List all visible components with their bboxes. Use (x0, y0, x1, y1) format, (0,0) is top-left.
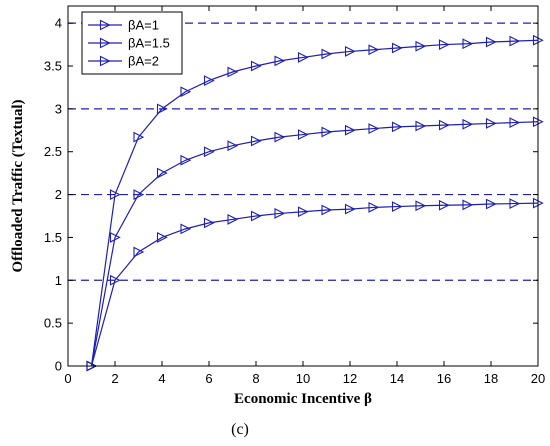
data-point (415, 200, 427, 212)
data-point (344, 124, 356, 136)
x-tick-label: 10 (296, 371, 310, 386)
data-point (391, 201, 403, 212)
tick-labels: 0 2 4 6 8 10 12 14 16 18 20 0 0.5 1 1.5 2 2.5 3 3.5 4 (44, 16, 545, 386)
y-tick-label: 2 (55, 187, 62, 202)
data-point (509, 198, 521, 209)
series-1 (86, 197, 544, 372)
series-2 (86, 116, 544, 372)
data-point (133, 189, 145, 200)
legend-label: βA=2 (128, 54, 159, 69)
data-point (274, 131, 286, 143)
series-line (90, 39, 539, 367)
data-point (391, 121, 403, 133)
x-tick-label: 4 (158, 371, 165, 386)
data-point (438, 39, 450, 50)
y-tick-label: 1 (55, 273, 62, 288)
legend-marker (99, 37, 111, 49)
data-point (297, 129, 309, 140)
x-tick-label: 6 (205, 371, 212, 386)
data-point (391, 42, 403, 54)
data-point (485, 118, 497, 129)
series-line (90, 121, 539, 367)
data-point (438, 199, 450, 211)
data-point (109, 274, 121, 286)
y-axis-title: Offloaded Traffic (Textual) (10, 99, 26, 272)
y-tick-label: 3.5 (44, 59, 62, 74)
x-tick-label: 0 (64, 371, 71, 386)
data-point (462, 38, 474, 50)
data-point (227, 140, 239, 152)
x-tick-label: 16 (437, 371, 451, 386)
data-point (368, 202, 380, 213)
data-point (180, 86, 192, 98)
figure-caption: (c) (231, 421, 249, 438)
data-point (250, 60, 262, 72)
series-3 (86, 34, 544, 372)
data-point (250, 210, 262, 222)
data-point (180, 223, 192, 235)
y-tick-label: 0 (55, 359, 62, 374)
data-point (227, 214, 239, 225)
data-point (203, 217, 215, 229)
data-point (368, 44, 380, 56)
series-line (90, 202, 539, 367)
data-point (227, 66, 239, 78)
data-point (109, 232, 121, 243)
data-point (462, 199, 474, 211)
data-point (485, 36, 497, 48)
legend-label: βA=1 (128, 18, 159, 33)
data-point (133, 131, 145, 143)
data-point (509, 35, 521, 47)
data-point (321, 204, 333, 216)
y-tick-label: 0.5 (44, 316, 62, 331)
data-point (133, 246, 145, 258)
x-tick-label: 2 (111, 371, 118, 386)
x-tick-label: 18 (484, 371, 498, 386)
data-point (203, 146, 215, 158)
x-tick-label: 12 (343, 371, 357, 386)
axis-ticks (67, 6, 539, 367)
x-tick-label: 20 (531, 371, 545, 386)
data-point (203, 75, 215, 86)
y-tick-label: 3 (55, 101, 62, 116)
y-tick-label: 4 (55, 16, 62, 31)
legend-marker (99, 55, 111, 67)
data-point (438, 119, 450, 131)
data-point (344, 46, 356, 57)
x-tick-label: 14 (390, 371, 404, 386)
series-layer (86, 34, 544, 372)
y-tick-label: 1.5 (44, 230, 62, 245)
data-point (297, 206, 309, 218)
data-point (368, 123, 380, 134)
data-point (109, 189, 121, 200)
data-point (344, 203, 356, 215)
data-point (156, 232, 168, 243)
data-point (274, 55, 286, 67)
legend-marker (99, 19, 111, 31)
data-point (321, 126, 333, 138)
x-axis-title: Economic Incentive β (234, 391, 372, 407)
legend: βA=1 βA=1.5 βA=2 (81, 11, 183, 75)
data-point (297, 52, 309, 63)
data-point (250, 135, 262, 147)
data-point (415, 40, 427, 52)
y-tick-label: 2.5 (44, 144, 62, 159)
data-point (462, 118, 474, 130)
data-point (415, 120, 427, 132)
data-point (156, 103, 168, 115)
data-point (485, 198, 497, 210)
data-point (156, 167, 168, 179)
data-point (274, 208, 286, 219)
data-point (180, 154, 192, 166)
legend-label: βA=1.5 (128, 36, 170, 51)
data-point (509, 117, 521, 128)
x-tick-label: 8 (252, 371, 259, 386)
data-point (321, 48, 333, 60)
